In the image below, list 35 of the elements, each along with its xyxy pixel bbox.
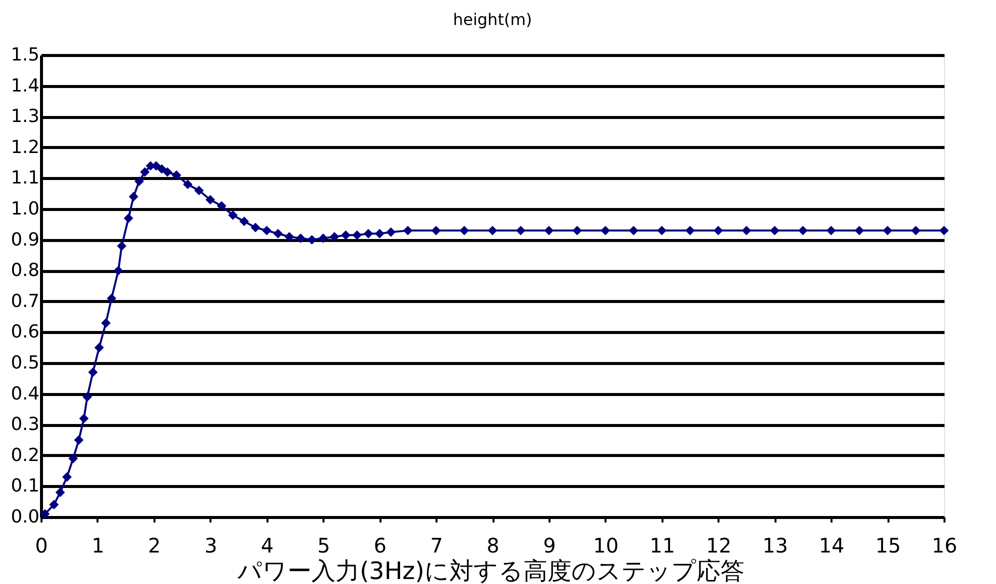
y-tick-label: 0.9 (10, 229, 40, 250)
x-tick-label: 9 (543, 534, 556, 558)
y-tick-label: 1.0 (10, 198, 40, 220)
y-tick-label: 1.4 (10, 75, 40, 96)
y-tick-label: 0.3 (10, 414, 40, 436)
x-tick-label: 7 (430, 534, 443, 558)
x-tick-label: 11 (650, 534, 676, 558)
y-tick-label: 0.1 (10, 476, 40, 497)
x-tick-label: 3 (204, 534, 218, 558)
x-tick-label: 13 (762, 534, 788, 558)
y-tick-label: 0.6 (10, 322, 40, 343)
x-tick-label: 6 (374, 534, 386, 558)
x-tick-label: 8 (486, 534, 500, 558)
y-tick-label: 0.0 (10, 506, 40, 528)
y-tick-label: 1.2 (10, 136, 40, 158)
chart-title: height(m) (452, 10, 532, 29)
y-tick-label: 0.4 (10, 383, 40, 404)
x-tick-label: 2 (148, 534, 161, 558)
x-tick-label: 16 (932, 534, 958, 558)
x-tick-label: 4 (260, 534, 274, 558)
y-tick-label: 0.5 (10, 352, 40, 374)
y-tick-label: 1.1 (10, 168, 40, 189)
x-tick-label: 15 (875, 534, 901, 558)
x-tick-label: 14 (818, 534, 844, 558)
x-tick-label: 12 (706, 534, 732, 558)
x-tick-label: 1 (92, 534, 104, 558)
y-tick-label: 0.2 (10, 444, 40, 466)
y-tick-label: 0.7 (10, 290, 40, 312)
y-tick-label: 0.8 (10, 260, 40, 282)
x-tick-label: 5 (317, 534, 330, 558)
x-tick-label: 0 (35, 534, 48, 558)
x-tick-label: 10 (593, 534, 619, 558)
y-tick-label: 1.5 (10, 44, 40, 66)
text: パワー入力(3Hz)に対する高度のステップ応答 (236, 557, 744, 584)
y-tick-label: 1.3 (10, 106, 40, 128)
